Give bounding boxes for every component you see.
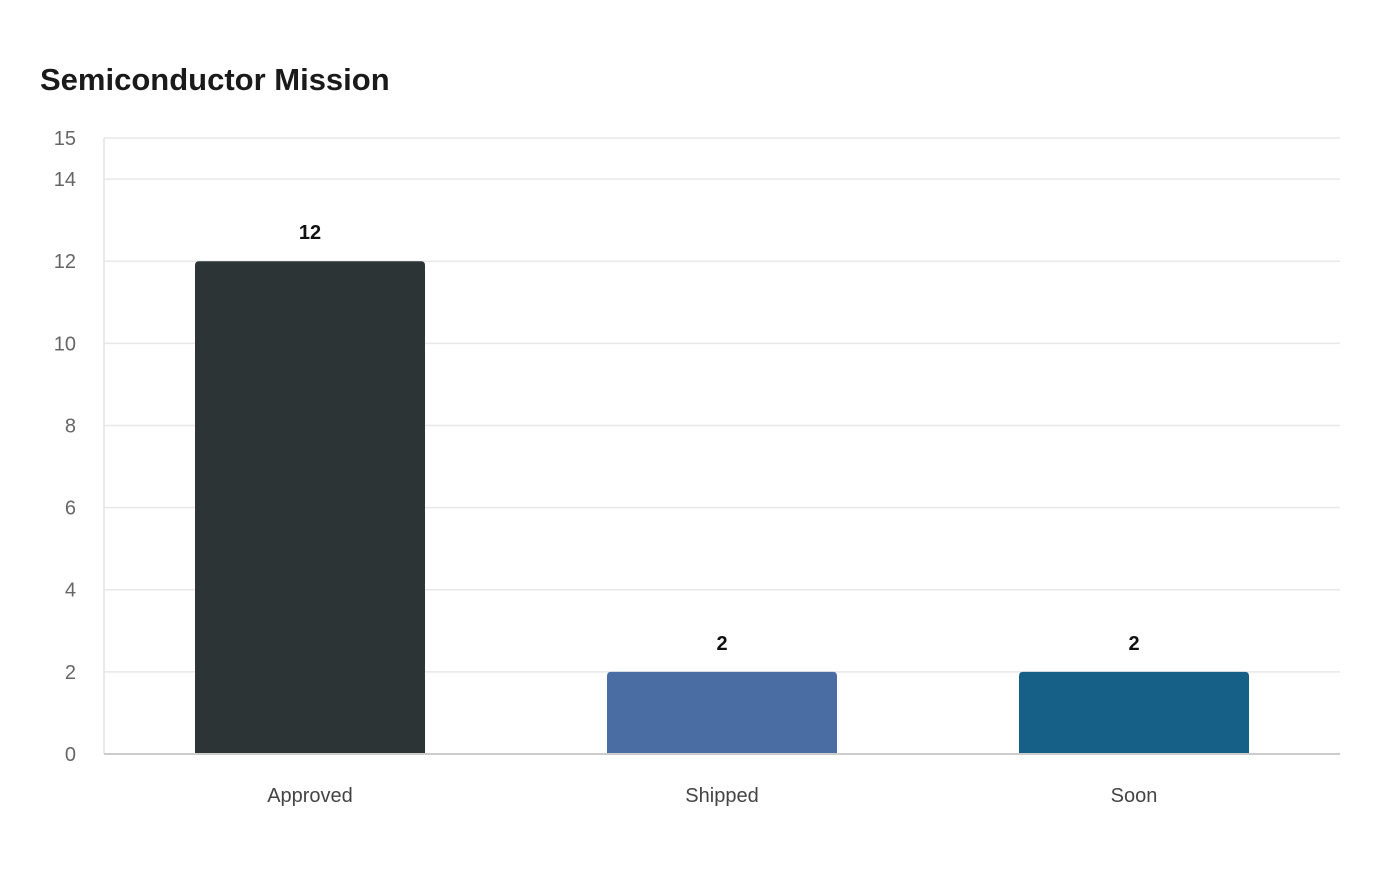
y-tick-label: 4 (65, 580, 76, 602)
y-tick-label: 12 (54, 251, 76, 273)
chart-title: Semiconductor Mission (40, 62, 390, 97)
x-tick-label-soon: Soon (1111, 785, 1158, 807)
data-label-soon: 2 (1128, 633, 1139, 655)
y-tick-label: 6 (65, 498, 76, 520)
data-label-shipped: 2 (716, 633, 727, 655)
y-tick-label: 8 (65, 415, 76, 437)
bar-soon (1019, 671, 1249, 754)
bar-approved (195, 261, 425, 754)
axes (103, 138, 1340, 755)
y-tick-label: 15 (54, 128, 76, 150)
y-tick-label: 2 (65, 662, 76, 684)
data-label-approved: 12 (299, 222, 321, 244)
y-tick-label: 0 (65, 744, 76, 766)
labels: 0 2 4 6 8 10 12 14 15 12 Approved 2 Shipped 2 Soon (54, 128, 1158, 807)
x-tick-label-approved: Approved (267, 785, 353, 807)
bar-shipped (607, 671, 837, 754)
y-tick-label: 10 (54, 333, 76, 355)
bars (195, 261, 1249, 754)
x-tick-label-shipped: Shipped (685, 785, 758, 807)
y-tick-label: 14 (54, 169, 76, 191)
